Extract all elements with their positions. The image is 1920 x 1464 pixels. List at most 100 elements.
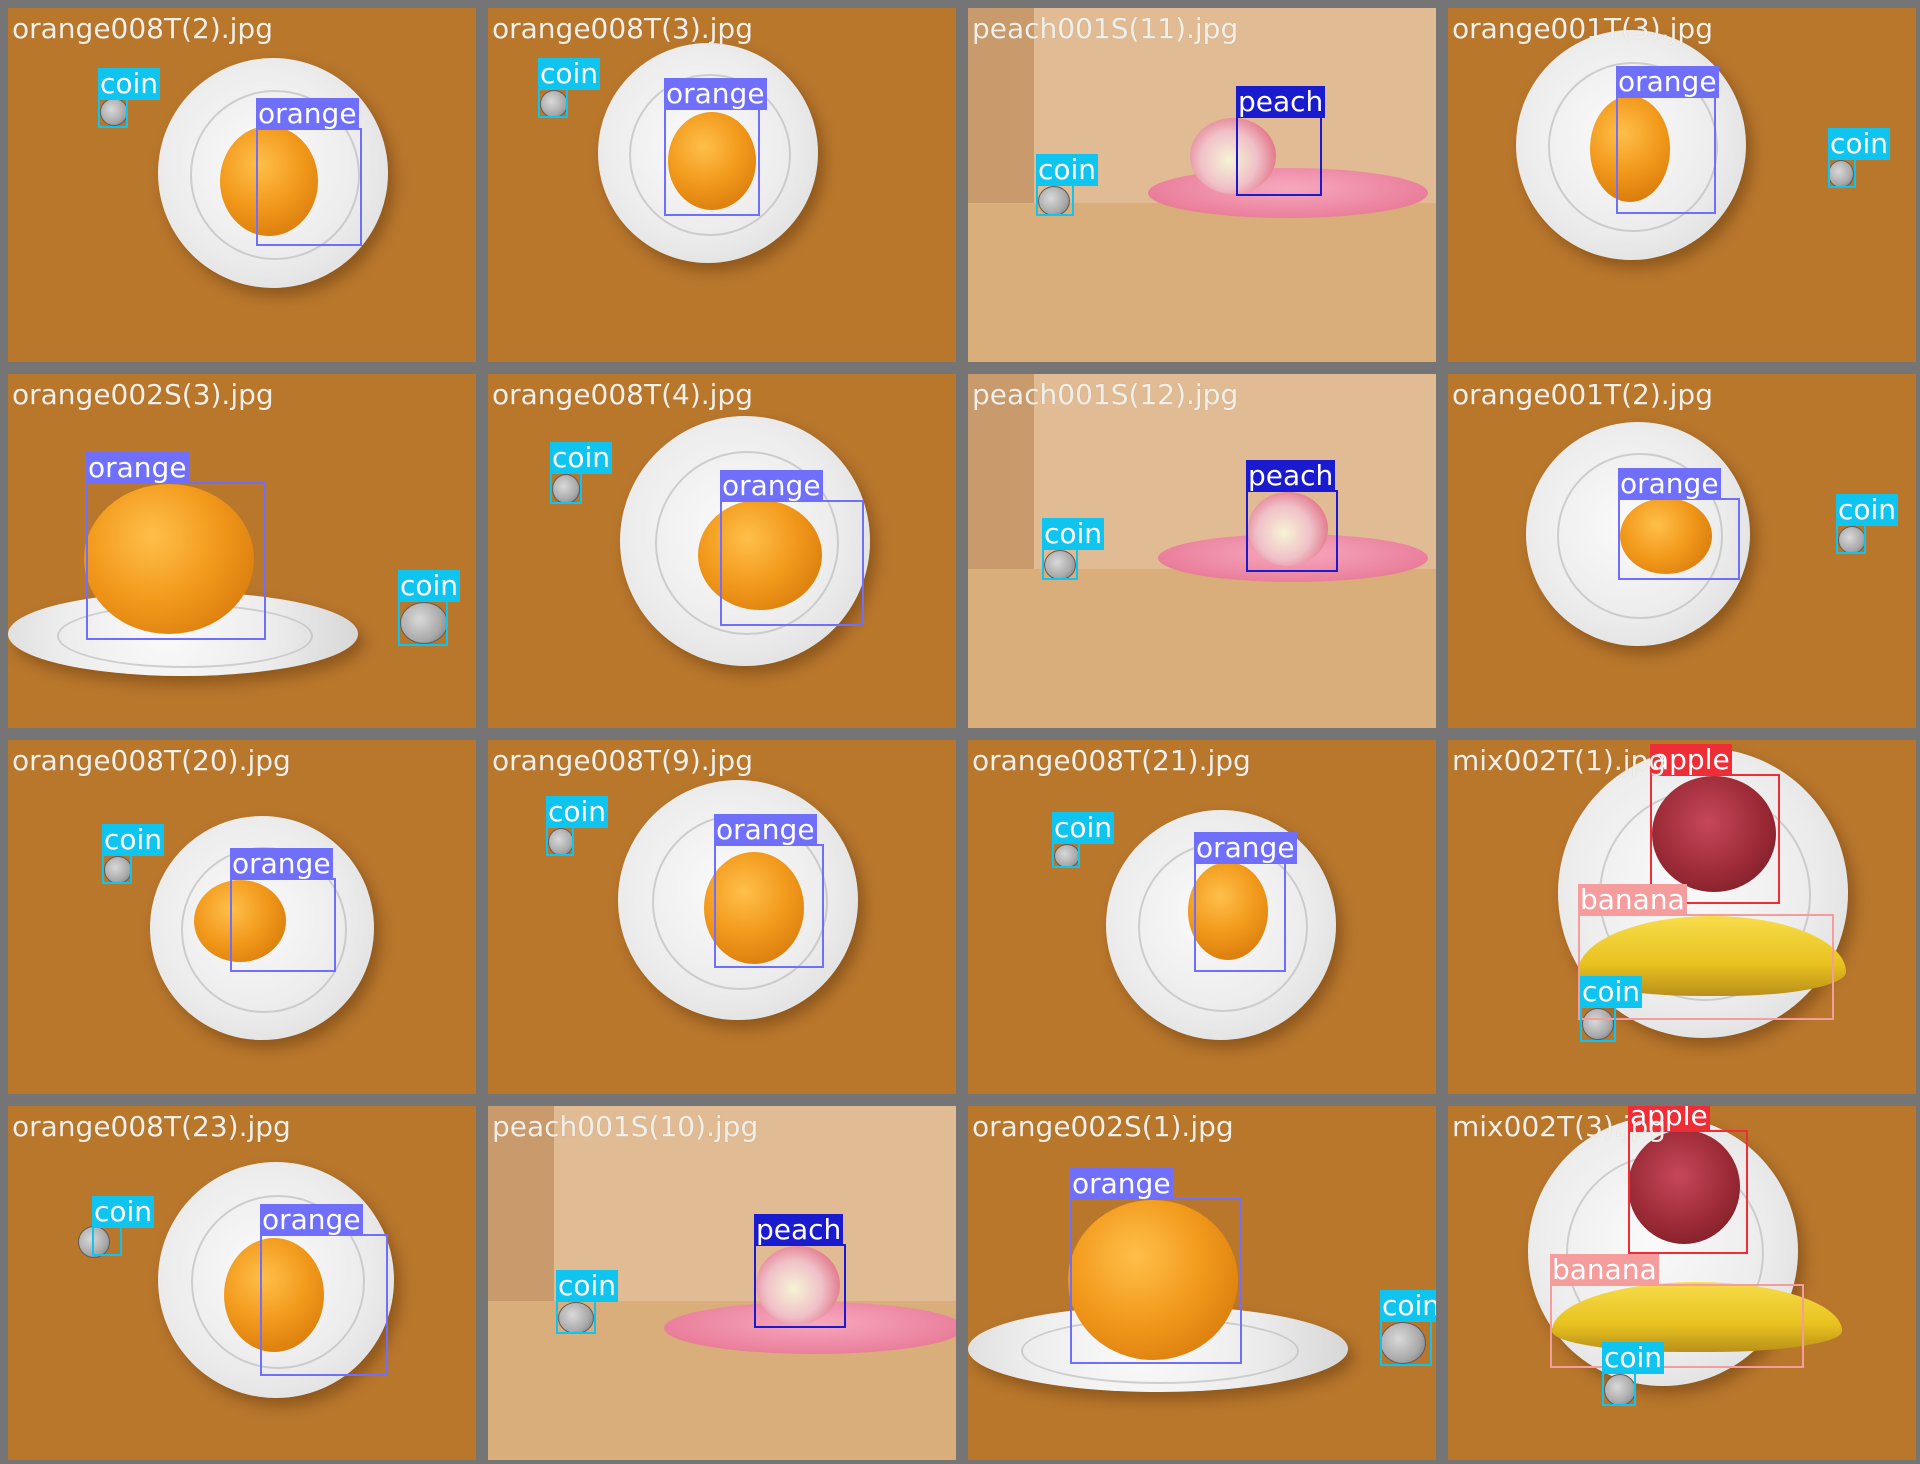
- bbox-coin: coin: [1052, 812, 1115, 868]
- peach-fruit: [1248, 492, 1328, 566]
- orange-fruit: [194, 880, 286, 962]
- image-filename: orange008T(4).jpg: [492, 378, 753, 411]
- image-filename: orange008T(20).jpg: [12, 744, 291, 777]
- bbox-label: orange: [86, 451, 189, 484]
- bbox-coin: coin: [546, 796, 609, 856]
- bbox-label: coin: [398, 569, 461, 602]
- bbox-label: banana: [1550, 1253, 1659, 1286]
- image-filename: orange008T(9).jpg: [492, 744, 753, 777]
- coin-object: [1604, 1374, 1636, 1406]
- bbox-label: coin: [92, 1195, 155, 1228]
- bbox-label: coin: [102, 823, 165, 856]
- image-tile[interactable]: coin peach peach001S(10).jpg: [480, 1098, 960, 1464]
- desk: [968, 569, 1436, 728]
- image-filename: peach001S(10).jpg: [492, 1110, 759, 1143]
- photo-scene: [1448, 1106, 1916, 1460]
- orange-fruit: [1620, 498, 1712, 574]
- bbox-coin: coin: [1828, 128, 1891, 188]
- image-tile[interactable]: coin peach peach001S(11).jpg: [960, 0, 1440, 366]
- bbox-coin: coin: [102, 824, 165, 884]
- bbox-apple: apple: [1650, 744, 1780, 904]
- apple-fruit: [1628, 1130, 1740, 1244]
- apple-fruit: [1652, 776, 1776, 892]
- bbox-label: coin: [550, 441, 613, 474]
- image-filename: mix002T(3).jpg: [1452, 1110, 1667, 1143]
- bbox-orange: orange: [256, 98, 362, 246]
- bbox-orange: orange: [86, 452, 266, 640]
- bbox-orange: orange: [714, 814, 824, 968]
- coin-object: [1380, 1322, 1426, 1364]
- coin-object: [558, 1302, 594, 1334]
- bbox-label: peach: [1246, 459, 1336, 492]
- bbox-label: coin: [98, 67, 161, 100]
- bbox-label: orange: [1070, 1167, 1173, 1200]
- bbox-coin: coin: [1036, 154, 1099, 216]
- bbox-coin: coin: [1836, 494, 1899, 554]
- orange-fruit: [668, 112, 756, 210]
- desk: [968, 203, 1436, 362]
- bbox-orange: orange: [230, 848, 336, 972]
- image-tile[interactable]: orange coin orange001T(3).jpg: [1440, 0, 1920, 366]
- bbox-coin: coin: [92, 1196, 155, 1256]
- image-tile[interactable]: apple banana coin mix002T(1).jpg: [1440, 732, 1920, 1098]
- bbox-coin: coin: [1380, 1290, 1436, 1366]
- bbox-coin: coin: [538, 58, 601, 118]
- bbox-label: orange: [1616, 65, 1719, 98]
- image-tile[interactable]: coin orange orange008T(20).jpg: [0, 732, 480, 1098]
- photo-scene: [968, 374, 1436, 728]
- orange-fruit: [1188, 862, 1268, 960]
- bbox-orange: orange: [720, 470, 864, 626]
- image-tile[interactable]: coin orange orange008T(4).jpg: [480, 366, 960, 732]
- image-tile[interactable]: coin orange orange008T(21).jpg: [960, 732, 1440, 1098]
- bbox-apple: apple: [1628, 1106, 1748, 1254]
- bbox-coin: coin: [556, 1270, 619, 1334]
- bbox-label: coin: [1052, 811, 1115, 844]
- orange-fruit: [698, 500, 822, 610]
- bbox-coin: coin: [1602, 1342, 1665, 1406]
- bbox-banana: banana: [1550, 1254, 1804, 1368]
- bbox-coin: coin: [550, 442, 613, 504]
- bbox-orange: orange: [664, 78, 767, 216]
- bbox-label: coin: [1580, 975, 1643, 1008]
- image-tile[interactable]: coin orange orange008T(2).jpg: [0, 0, 480, 366]
- coin-object: [400, 602, 448, 644]
- bbox-label: coin: [1828, 127, 1891, 160]
- image-filename: orange002S(3).jpg: [12, 378, 274, 411]
- image-tile[interactable]: coin orange orange008T(9).jpg: [480, 732, 960, 1098]
- bbox-label: coin: [1836, 493, 1899, 526]
- image-tile[interactable]: apple banana coin mix002T(3).jpg: [1440, 1098, 1920, 1464]
- image-tile[interactable]: coin orange orange008T(23).jpg: [0, 1098, 480, 1464]
- bbox-label: peach: [754, 1213, 844, 1246]
- bbox-coin: coin: [98, 68, 161, 128]
- pink-plate: [1148, 168, 1428, 218]
- bbox-peach: peach: [1246, 460, 1338, 572]
- image-filename: peach001S(12).jpg: [972, 378, 1239, 411]
- bbox-orange: orange: [1618, 468, 1740, 580]
- image-tile[interactable]: orange coin orange002S(3).jpg: [0, 366, 480, 732]
- orange-fruit: [220, 126, 318, 236]
- image-filename: orange001T(3).jpg: [1452, 12, 1713, 45]
- image-filename: orange002S(1).jpg: [972, 1110, 1234, 1143]
- image-filename: peach001S(11).jpg: [972, 12, 1239, 45]
- peach-fruit: [1190, 118, 1276, 194]
- orange-fruit: [1590, 96, 1670, 202]
- image-tile[interactable]: orange coin orange002S(1).jpg: [960, 1098, 1440, 1464]
- wall-side: [488, 1106, 554, 1306]
- photo-scene: [1448, 374, 1916, 728]
- image-filename: orange001T(2).jpg: [1452, 378, 1713, 411]
- bbox-label: coin: [1380, 1290, 1436, 1322]
- bbox-label: orange: [714, 813, 817, 846]
- coin-object: [1838, 526, 1866, 554]
- orange-fruit: [84, 484, 254, 634]
- coin-object: [1582, 1008, 1614, 1040]
- photo-scene: [968, 1106, 1436, 1460]
- bbox-peach: peach: [1236, 86, 1326, 196]
- bbox-label: apple: [1650, 743, 1732, 776]
- image-tile[interactable]: orange coin orange001T(2).jpg: [1440, 366, 1920, 732]
- image-tile[interactable]: coin peach peach001S(12).jpg: [960, 366, 1440, 732]
- photo-scene: [8, 374, 476, 728]
- image-filename: orange008T(3).jpg: [492, 12, 753, 45]
- image-tile[interactable]: coin orange orange008T(3).jpg: [480, 0, 960, 366]
- image-filename: mix002T(1).jpg: [1452, 744, 1667, 777]
